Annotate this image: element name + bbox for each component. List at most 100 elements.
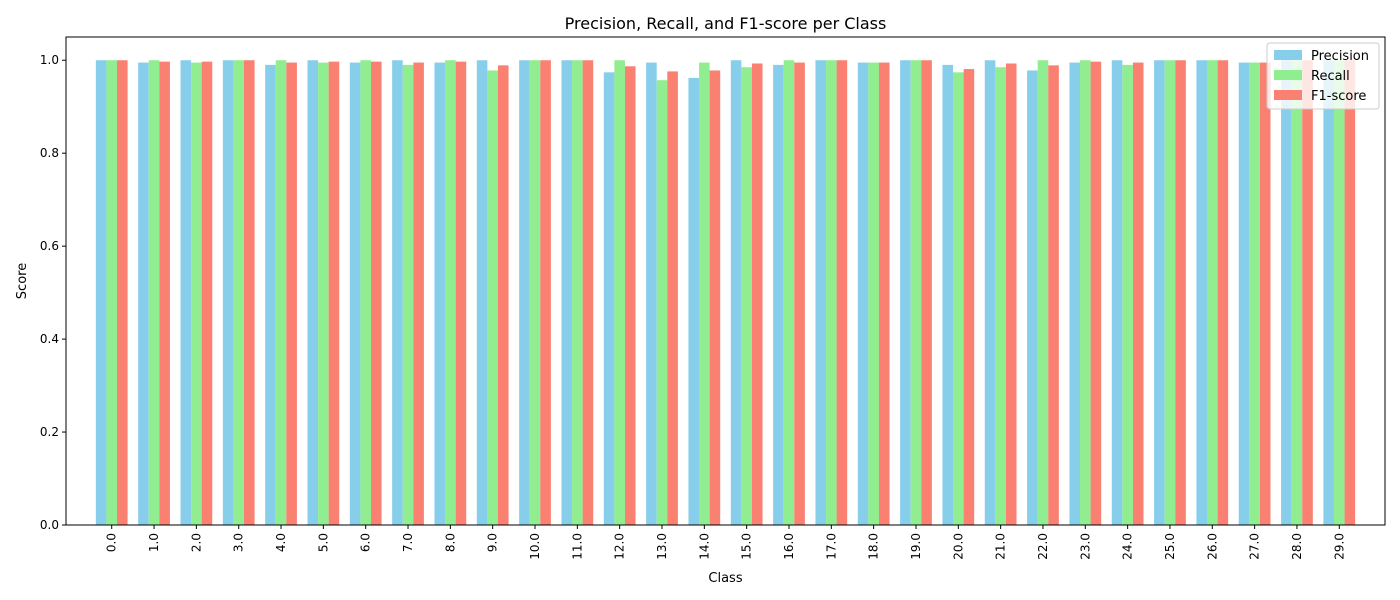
axes-frame — [65, 36, 1386, 526]
bar-f1-score-5.0 — [328, 61, 340, 525]
x-tick-label: 18.0 — [867, 533, 881, 560]
bar-precision-26.0 — [1196, 60, 1208, 525]
bar-recall-26.0 — [1207, 60, 1218, 525]
bar-f1-score-26.0 — [1217, 60, 1229, 525]
bar-recall-22.0 — [1037, 60, 1049, 525]
chart-title: Precision, Recall, and F1-score per Clas… — [565, 14, 887, 33]
x-tick-label: 21.0 — [994, 533, 1008, 560]
bar-precision-29.0 — [1323, 60, 1334, 525]
bar-recall-3.0 — [233, 60, 244, 525]
x-tick-label: 3.0 — [232, 533, 246, 552]
bar-f1-score-9.0 — [497, 65, 509, 526]
bar-precision-0.0 — [95, 60, 107, 525]
bar-recall-17.0 — [826, 60, 837, 525]
bar-precision-15.0 — [730, 60, 742, 525]
bar-precision-22.0 — [1027, 70, 1038, 525]
x-tick-label: 24.0 — [1121, 533, 1135, 560]
x-tick-label: 5.0 — [316, 533, 330, 552]
bar-precision-14.0 — [688, 77, 700, 525]
bar-recall-8.0 — [445, 60, 456, 525]
x-tick-label: 14.0 — [697, 533, 711, 560]
legend-swatch-precision — [1274, 50, 1302, 60]
x-tick-label: 12.0 — [613, 533, 627, 560]
bar-recall-12.0 — [614, 60, 625, 525]
bar-recall-29.0 — [1333, 60, 1345, 525]
bar-f1-score-2.0 — [201, 61, 213, 525]
bar-precision-12.0 — [603, 72, 615, 526]
x-tick-label: 1.0 — [147, 533, 161, 552]
bar-f1-score-17.0 — [836, 60, 848, 525]
x-tick-label: 23.0 — [1078, 533, 1092, 560]
x-tick-label: 25.0 — [1163, 533, 1177, 560]
bar-f1-score-19.0 — [921, 60, 932, 525]
bar-recall-11.0 — [572, 60, 583, 525]
bar-precision-7.0 — [392, 60, 403, 525]
legend-label-precision: Precision — [1311, 49, 1369, 64]
legend-swatch-recall — [1274, 70, 1302, 80]
bar-f1-score-10.0 — [540, 60, 551, 525]
bar-recall-21.0 — [995, 67, 1006, 525]
x-tick-label: 28.0 — [1290, 533, 1304, 560]
y-tick-label: 0.0 — [40, 518, 59, 532]
legend-label-f1-score: F1-score — [1311, 89, 1366, 104]
bar-f1-score-20.0 — [963, 69, 975, 525]
x-tick-label: 0.0 — [105, 533, 119, 552]
x-tick-label: 26.0 — [1205, 533, 1219, 560]
x-tick-label: 7.0 — [401, 533, 415, 552]
bar-f1-score-0.0 — [117, 60, 128, 525]
bar-precision-24.0 — [1111, 60, 1123, 525]
x-axis-label: Class — [708, 571, 742, 586]
bar-f1-score-21.0 — [1005, 63, 1017, 526]
bar-recall-9.0 — [487, 70, 498, 525]
bar-recall-0.0 — [106, 60, 118, 525]
bar-f1-score-23.0 — [1090, 61, 1102, 525]
x-tick-label: 8.0 — [443, 533, 457, 552]
bar-recall-28.0 — [1291, 60, 1303, 525]
bar-f1-score-1.0 — [159, 61, 170, 525]
x-tick-label: 19.0 — [909, 533, 923, 560]
legend-swatch-f1-score — [1274, 90, 1302, 100]
bar-f1-score-13.0 — [667, 71, 678, 525]
bar-precision-5.0 — [307, 60, 319, 525]
bar-f1-score-6.0 — [370, 61, 382, 525]
bar-precision-9.0 — [476, 60, 488, 525]
legend: Precision Recall F1-score — [1266, 42, 1380, 110]
bar-f1-score-14.0 — [709, 70, 721, 525]
x-tick-label: 15.0 — [740, 533, 754, 560]
y-tick-label: 0.8 — [40, 146, 59, 160]
bar-precision-1.0 — [138, 62, 149, 526]
bar-f1-score-28.0 — [1302, 60, 1313, 525]
y-axis-label: Score — [15, 263, 30, 299]
bar-recall-13.0 — [656, 80, 668, 526]
bar-precision-17.0 — [815, 60, 827, 525]
bar-f1-score-15.0 — [751, 63, 763, 526]
plot-area: 0.0 0.2 0.4 0.6 0.8 1.0 0.0 1.0 2.0 3.0 4.0 5.0 6.0 7… — [40, 36, 1386, 560]
bar-precision-25.0 — [1154, 60, 1165, 525]
bar-f1-score-8.0 — [455, 61, 467, 525]
y-tick-label: 0.2 — [40, 425, 59, 439]
bar-recall-2.0 — [191, 62, 202, 526]
bar-recall-27.0 — [1249, 62, 1260, 526]
bar-recall-24.0 — [1122, 64, 1133, 525]
bar-precision-11.0 — [561, 60, 573, 525]
bar-precision-21.0 — [984, 60, 996, 525]
x-tick-label: 20.0 — [951, 533, 965, 560]
bar-precision-20.0 — [942, 64, 954, 525]
bar-recall-16.0 — [783, 60, 795, 525]
bar-f1-score-24.0 — [1132, 62, 1144, 526]
bar-f1-score-27.0 — [1259, 62, 1271, 526]
x-tick-label: 29.0 — [1332, 533, 1346, 560]
bar-recall-20.0 — [953, 72, 964, 526]
bar-precision-23.0 — [1069, 62, 1081, 526]
x-tick-label: 13.0 — [655, 533, 669, 560]
y-tick-label: 0.6 — [40, 239, 59, 253]
bar-recall-23.0 — [1080, 60, 1091, 525]
bar-f1-score-11.0 — [582, 60, 594, 525]
legend-label-recall: Recall — [1311, 69, 1350, 84]
bar-f1-score-25.0 — [1175, 60, 1186, 525]
bar-recall-14.0 — [699, 62, 710, 526]
bar-f1-score-4.0 — [286, 62, 297, 526]
bar-f1-score-22.0 — [1048, 65, 1059, 526]
bar-f1-score-7.0 — [413, 62, 424, 526]
